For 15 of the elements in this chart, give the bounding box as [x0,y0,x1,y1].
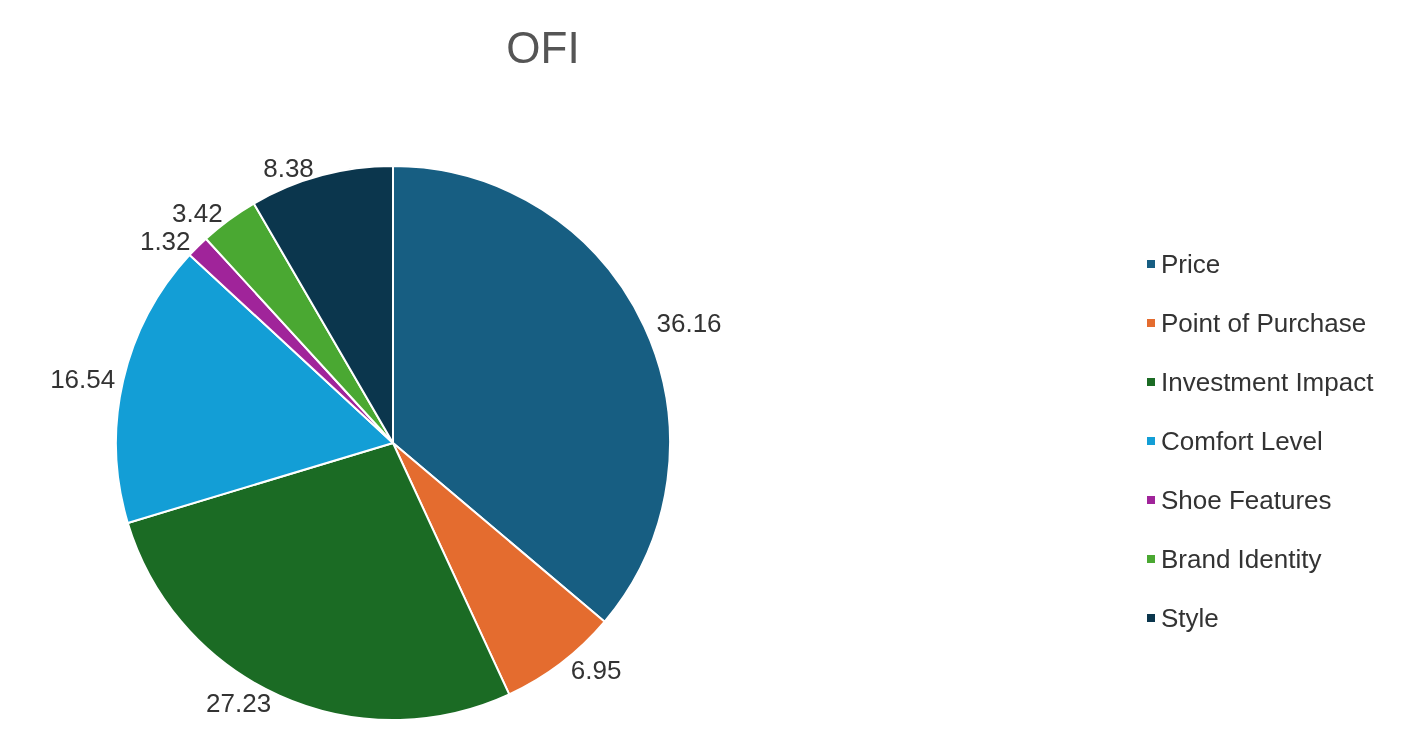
legend-label: Brand Identity [1161,544,1322,574]
legend-label: Shoe Features [1161,485,1332,515]
legend-label: Style [1161,603,1219,633]
legend-label: Point of Purchase [1161,308,1367,338]
chart-title: OFI [506,22,580,72]
data-label: 16.54 [50,363,116,394]
data-label: 8.38 [263,152,314,183]
data-label: 36.16 [656,307,722,338]
legend-label: Comfort Level [1161,426,1323,456]
data-label: 1.32 [139,226,191,257]
data-label: 27.23 [206,687,272,718]
legend-label: Price [1161,249,1221,279]
data-label: 6.95 [570,654,622,685]
legend-label: Investment Impact [1161,367,1375,397]
data-label: 3.42 [172,198,223,229]
